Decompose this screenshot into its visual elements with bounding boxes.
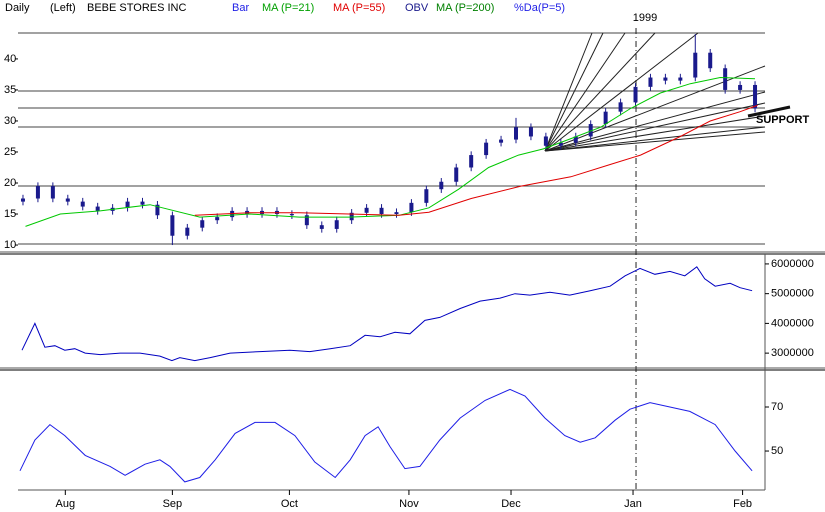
candle-body — [319, 225, 324, 229]
symbol-label: BEBE STORES INC — [87, 2, 186, 14]
x-tick-label: Feb — [733, 498, 752, 510]
candle-body — [499, 139, 504, 143]
candle-body — [140, 201, 145, 205]
candle-body — [603, 111, 608, 125]
series-line — [19, 388, 753, 483]
candle-body — [439, 181, 444, 190]
y-tick-label: 30 — [4, 115, 16, 127]
candle-body — [648, 77, 653, 87]
legend-entry: MA (P=55) — [333, 2, 385, 14]
y-tick-label: 4000000 — [771, 317, 814, 329]
reference-lines — [18, 32, 765, 245]
y-tick-label: 70 — [771, 401, 783, 413]
y-tick-label: 20 — [4, 177, 16, 189]
candle-body — [289, 214, 294, 216]
candle-body — [379, 207, 384, 215]
candle-body — [618, 102, 623, 112]
candle-body — [95, 206, 100, 211]
y-tick-label: 3000000 — [771, 347, 814, 359]
candle-body — [528, 127, 533, 137]
candle-body — [558, 142, 563, 146]
x-tick-label: Aug — [56, 498, 76, 510]
y-tick-label: 35 — [4, 84, 16, 96]
y-tick-label: 25 — [4, 146, 16, 158]
support-line — [747, 105, 791, 118]
candle-body — [409, 202, 414, 213]
candle-body — [424, 189, 429, 203]
x-tick-label: Dec — [501, 498, 521, 510]
series-line — [25, 76, 756, 227]
y-tick-label: 40 — [4, 53, 16, 65]
candle-body — [678, 77, 683, 81]
candle-body — [753, 84, 758, 109]
year-marker-label: 1999 — [633, 12, 657, 24]
legend-entry: MA (P=21) — [262, 2, 314, 14]
candle-body — [708, 52, 713, 69]
legend-entry: OBV — [405, 2, 429, 14]
candle-body — [364, 207, 369, 213]
candle-body — [349, 212, 354, 221]
candle-body — [484, 142, 489, 156]
candle-body — [543, 136, 548, 146]
legend-entry: Bar — [232, 2, 249, 14]
candle-body — [693, 52, 698, 78]
x-tick-label: Jan — [624, 498, 642, 510]
support-label: SUPPORT — [756, 114, 809, 126]
candle-body — [573, 136, 578, 143]
candle-body — [35, 186, 40, 199]
legend-entry: MA (P=200) — [436, 2, 494, 14]
candle-body — [469, 155, 474, 168]
candle-body — [200, 220, 205, 228]
candle-body — [663, 77, 668, 81]
candle-body — [738, 84, 743, 90]
candle-body — [588, 124, 593, 137]
series-line — [194, 104, 758, 216]
candle-body — [65, 198, 70, 202]
legend-entry: %Da(P=5) — [514, 2, 565, 14]
fan-lines — [544, 32, 766, 152]
x-tick-label: Oct — [281, 498, 298, 510]
x-tick-label: Sep — [163, 498, 183, 510]
candle-body — [723, 68, 728, 90]
candle-body — [125, 201, 130, 208]
period-label: Daily — [5, 2, 30, 14]
candle-body — [454, 167, 459, 182]
x-tick-label: Nov — [399, 498, 419, 510]
candle-body — [514, 127, 518, 140]
scale-label: (Left) — [50, 2, 76, 14]
candle-body — [185, 227, 190, 236]
y-tick-label: 15 — [4, 208, 16, 220]
candle-body — [334, 220, 339, 229]
candle-body — [215, 217, 220, 221]
y-tick-label: 5000000 — [771, 288, 814, 300]
candle-body — [304, 215, 309, 226]
candle-body — [633, 86, 638, 103]
candle-body — [80, 201, 85, 207]
candle-body — [155, 204, 160, 216]
candle-body — [50, 186, 55, 199]
y-tick-label: 50 — [771, 445, 783, 457]
plot-layer: 10 15 20 25 30 35 40 1999 3000000 4000000 5000000 6… — [4, 12, 814, 510]
candle-body — [394, 212, 399, 215]
y-tick-label: 10 — [4, 239, 16, 251]
series-line — [21, 266, 753, 362]
candle-body — [170, 215, 175, 236]
y-tick-label: 6000000 — [771, 258, 814, 270]
candle-body — [20, 198, 25, 202]
